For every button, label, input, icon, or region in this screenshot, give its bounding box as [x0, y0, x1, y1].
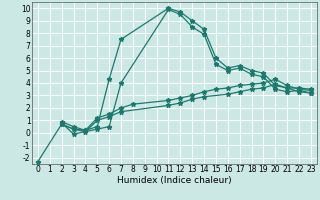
X-axis label: Humidex (Indice chaleur): Humidex (Indice chaleur) — [117, 176, 232, 185]
